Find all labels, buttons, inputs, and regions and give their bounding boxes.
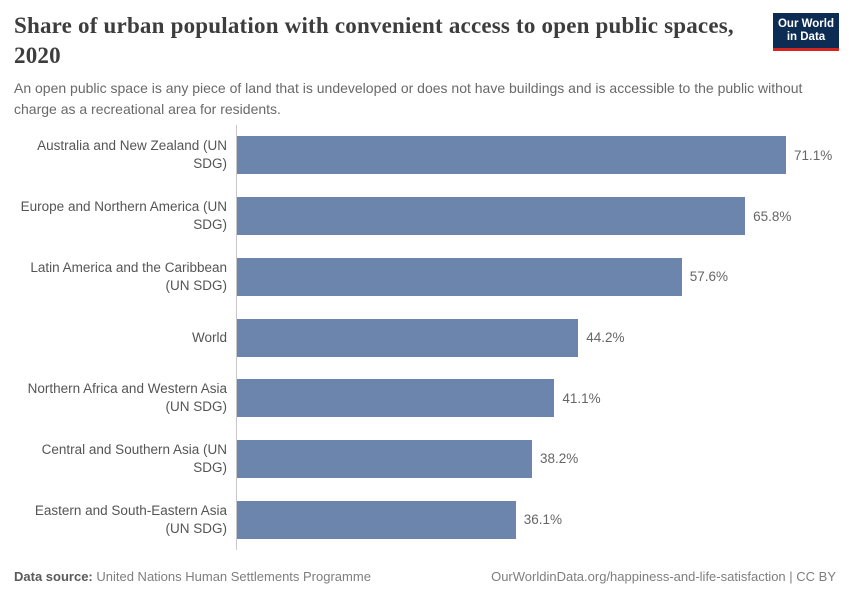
- category-label: World: [191, 329, 227, 345]
- value-label: 36.1%: [523, 512, 563, 528]
- footer: Data source: United Nations Human Settle…: [14, 569, 836, 584]
- bar-row: Northern Africa and Western Asia (UN SDG…: [14, 367, 836, 429]
- bar-row: Australia and New Zealand (UN SDG) 71.1%: [14, 125, 836, 186]
- bar-row: World 44.2%: [14, 307, 836, 368]
- chart-title: Share of urban population with convenien…: [14, 13, 734, 68]
- value-label: 57.6%: [689, 269, 729, 285]
- data-source: Data source: United Nations Human Settle…: [14, 569, 371, 584]
- bar-row: Central and Southern Asia (UN SDG) 38.2%: [14, 428, 836, 490]
- category-label: Latin America and the Caribbean (UN SDG): [30, 259, 227, 293]
- bar[interactable]: [237, 379, 555, 418]
- value-label: 44.2%: [586, 330, 625, 346]
- category-label: Australia and New Zealand (UN SDG): [37, 138, 227, 172]
- owid-logo-line2: in Data: [786, 31, 826, 43]
- category-label: Northern Africa and Western Asia (UN SDG…: [27, 381, 227, 415]
- data-source-value: United Nations Human Settlements Program…: [92, 569, 371, 584]
- value-label: 65.8%: [753, 208, 792, 224]
- value-label: 41.1%: [562, 390, 601, 406]
- category-label: Europe and Northern America (UN SDG): [20, 199, 227, 233]
- chart-subtitle: An open public space is any piece of lan…: [14, 80, 803, 117]
- value-label: 71.1%: [794, 147, 833, 163]
- bar[interactable]: [237, 500, 516, 539]
- bar-area: 36.1%: [236, 489, 836, 551]
- category-label: Central and Southern Asia (UN SDG): [41, 441, 227, 475]
- bar-row: Latin America and the Caribbean (UN SDG)…: [14, 246, 836, 308]
- bar[interactable]: [237, 257, 682, 296]
- owid-link[interactable]: OurWorldinData.org/happiness-and-life-sa…: [491, 569, 786, 584]
- bar-area: 65.8%: [236, 185, 836, 247]
- bar-chart: Australia and New Zealand (UN SDG) 71.1% E…: [14, 125, 836, 551]
- bar-area: 57.6%: [236, 246, 836, 308]
- owid-logo[interactable]: Our World in Data: [773, 13, 839, 51]
- bar-area: 71.1%: [236, 125, 836, 186]
- bar-row: Europe and Northern America (UN SDG) 65.8…: [14, 185, 836, 247]
- bar[interactable]: [237, 318, 579, 357]
- bar[interactable]: [237, 136, 786, 175]
- bar-area: 38.2%: [236, 428, 836, 490]
- category-label: Eastern and South-Eastern Asia (UN SDG): [34, 502, 227, 536]
- footer-credit: OurWorldinData.org/happiness-and-life-sa…: [491, 569, 836, 584]
- bar-area: 41.1%: [236, 367, 836, 429]
- bar-area: 44.2%: [236, 307, 836, 368]
- value-label: 38.2%: [539, 451, 579, 467]
- bar[interactable]: [237, 439, 532, 478]
- data-source-label: Data source:: [14, 569, 93, 584]
- license-label: | CC BY: [785, 569, 836, 584]
- bar-row: Eastern and South-Eastern Asia (UN SDG) 3…: [14, 489, 836, 551]
- bar[interactable]: [237, 197, 746, 236]
- owid-logo-line1: Our World: [777, 18, 834, 30]
